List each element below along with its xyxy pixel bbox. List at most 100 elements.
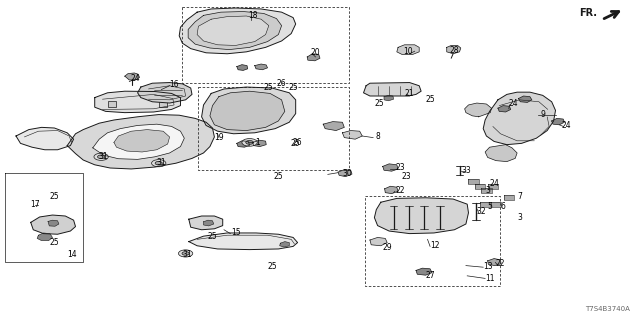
Text: 25: 25 [49, 238, 60, 247]
Text: 29: 29 [382, 243, 392, 252]
Polygon shape [93, 124, 184, 159]
Text: 11: 11 [485, 274, 494, 283]
Polygon shape [364, 83, 421, 96]
Text: 21: 21 [405, 89, 414, 98]
Text: 6: 6 [500, 202, 506, 211]
Polygon shape [383, 164, 398, 171]
Text: T7S4B3740A: T7S4B3740A [586, 306, 630, 312]
Text: 26: 26 [276, 79, 287, 88]
Text: 5: 5 [487, 202, 492, 211]
Polygon shape [384, 95, 394, 101]
Circle shape [179, 250, 193, 257]
Circle shape [242, 139, 257, 146]
Text: 25: 25 [374, 100, 384, 108]
Polygon shape [138, 83, 192, 103]
Polygon shape [488, 184, 498, 189]
Polygon shape [67, 115, 214, 169]
Polygon shape [48, 220, 59, 226]
Text: 25: 25 [291, 139, 301, 148]
Text: 27: 27 [425, 271, 435, 280]
Polygon shape [307, 54, 320, 61]
Polygon shape [385, 186, 398, 194]
Text: 3: 3 [485, 186, 490, 195]
Text: 9: 9 [540, 110, 545, 119]
Text: 24: 24 [131, 74, 141, 83]
Polygon shape [468, 179, 479, 184]
Polygon shape [491, 202, 501, 207]
Polygon shape [552, 118, 564, 125]
Text: 25: 25 [425, 95, 435, 104]
Polygon shape [370, 237, 387, 246]
Text: 12: 12 [431, 241, 440, 250]
Polygon shape [197, 16, 269, 45]
Polygon shape [204, 220, 214, 226]
Text: 19: 19 [214, 133, 224, 142]
Polygon shape [202, 87, 296, 134]
Text: 2: 2 [489, 179, 494, 188]
Text: 23: 23 [401, 172, 412, 181]
Text: 18: 18 [248, 11, 257, 20]
Text: 28: 28 [450, 46, 459, 55]
Text: 25: 25 [288, 84, 298, 92]
Text: 33: 33 [461, 166, 471, 175]
Text: 31: 31 [182, 250, 192, 259]
Polygon shape [481, 188, 492, 193]
Text: 25: 25 [267, 262, 277, 271]
Polygon shape [237, 65, 248, 70]
Polygon shape [465, 103, 492, 117]
Polygon shape [253, 140, 266, 147]
Text: 20: 20 [310, 48, 320, 57]
Text: 14: 14 [67, 250, 77, 259]
Polygon shape [374, 198, 468, 234]
Text: 17: 17 [30, 200, 40, 209]
Polygon shape [95, 91, 180, 113]
Circle shape [97, 155, 105, 159]
Text: 24: 24 [561, 121, 572, 130]
Polygon shape [323, 122, 344, 131]
Text: 31: 31 [156, 158, 166, 167]
Text: 25: 25 [49, 192, 60, 201]
Polygon shape [342, 131, 362, 139]
Circle shape [155, 161, 163, 165]
Polygon shape [416, 268, 432, 275]
Polygon shape [480, 202, 490, 207]
Polygon shape [338, 170, 352, 177]
Polygon shape [280, 242, 289, 247]
Text: 3: 3 [517, 213, 522, 222]
Bar [108, 101, 116, 107]
Text: 25: 25 [264, 84, 274, 92]
Text: 16: 16 [169, 80, 179, 89]
Polygon shape [114, 130, 170, 152]
Polygon shape [488, 259, 501, 266]
Text: 15: 15 [230, 228, 241, 237]
Text: 25: 25 [273, 172, 284, 181]
Text: 8: 8 [375, 132, 380, 141]
Text: 24: 24 [508, 100, 518, 108]
Text: 7: 7 [517, 192, 522, 201]
Polygon shape [179, 8, 296, 54]
Text: 22: 22 [396, 186, 404, 195]
Polygon shape [31, 215, 76, 234]
Text: 10: 10 [403, 47, 413, 56]
Polygon shape [189, 216, 223, 230]
Text: 22: 22 [496, 259, 505, 268]
Text: 23: 23 [395, 164, 405, 172]
Text: 26: 26 [292, 138, 303, 147]
Text: 1: 1 [255, 138, 260, 147]
Circle shape [152, 160, 166, 167]
Text: 31: 31 [99, 152, 109, 161]
Polygon shape [504, 195, 514, 200]
Polygon shape [518, 96, 532, 102]
Circle shape [94, 153, 108, 160]
Polygon shape [125, 73, 140, 80]
Polygon shape [475, 184, 485, 189]
Polygon shape [485, 145, 517, 162]
Polygon shape [210, 91, 285, 131]
Polygon shape [237, 141, 250, 147]
Text: 32: 32 [476, 207, 486, 216]
Text: 25: 25 [207, 232, 218, 241]
Polygon shape [16, 127, 74, 150]
Polygon shape [255, 64, 268, 70]
Bar [159, 101, 167, 107]
Text: 4: 4 [493, 179, 499, 188]
